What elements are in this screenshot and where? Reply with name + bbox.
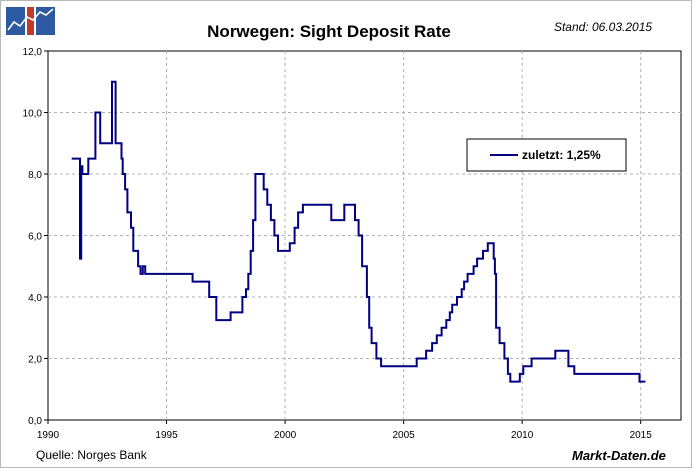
logo-tile-1: [6, 7, 25, 35]
logo-tile-3: [36, 7, 55, 35]
brand-name: Markt-Daten.de: [572, 448, 666, 463]
source-note: Quelle: Norges Bank: [36, 448, 148, 462]
logo-tile-2: [27, 7, 34, 35]
y-axis: 0,0 2,0 4,0 6,0 8,0 10,0 12,0: [23, 47, 48, 427]
x-tick-label: 2005: [392, 430, 415, 441]
x-tick-label: 2010: [511, 430, 534, 441]
y-tick-label: 8,0: [28, 170, 42, 181]
legend: zuletzt: 1,25%: [466, 138, 627, 172]
y-tick-label: 12,0: [23, 47, 43, 58]
x-tick-label: 2000: [274, 430, 297, 441]
x-tick-label: 1995: [155, 430, 178, 441]
gridlines: [48, 51, 681, 420]
logo-trend-icon: [7, 8, 54, 31]
y-tick-label: 6,0: [28, 232, 42, 243]
logo: [6, 7, 55, 35]
x-tick-label: 1990: [37, 430, 60, 441]
y-tick-label: 0,0: [28, 416, 42, 427]
y-tick-label: 4,0: [28, 293, 42, 304]
stand-date: Stand: 06.03.2015: [554, 20, 652, 34]
series-line-sight-deposit-rate: [71, 80, 646, 383]
x-tick-label: 2015: [630, 430, 653, 441]
plot-area: [47, 50, 682, 421]
y-tick-label: 10,0: [23, 109, 43, 120]
chart-title: Norwegen: Sight Deposit Rate: [207, 22, 451, 41]
y-tick-label: 2,0: [28, 355, 42, 366]
legend-label: zuletzt: 1,25%: [522, 148, 601, 162]
x-axis: 1990 1995 2000 2005 2010 2015: [37, 420, 652, 441]
